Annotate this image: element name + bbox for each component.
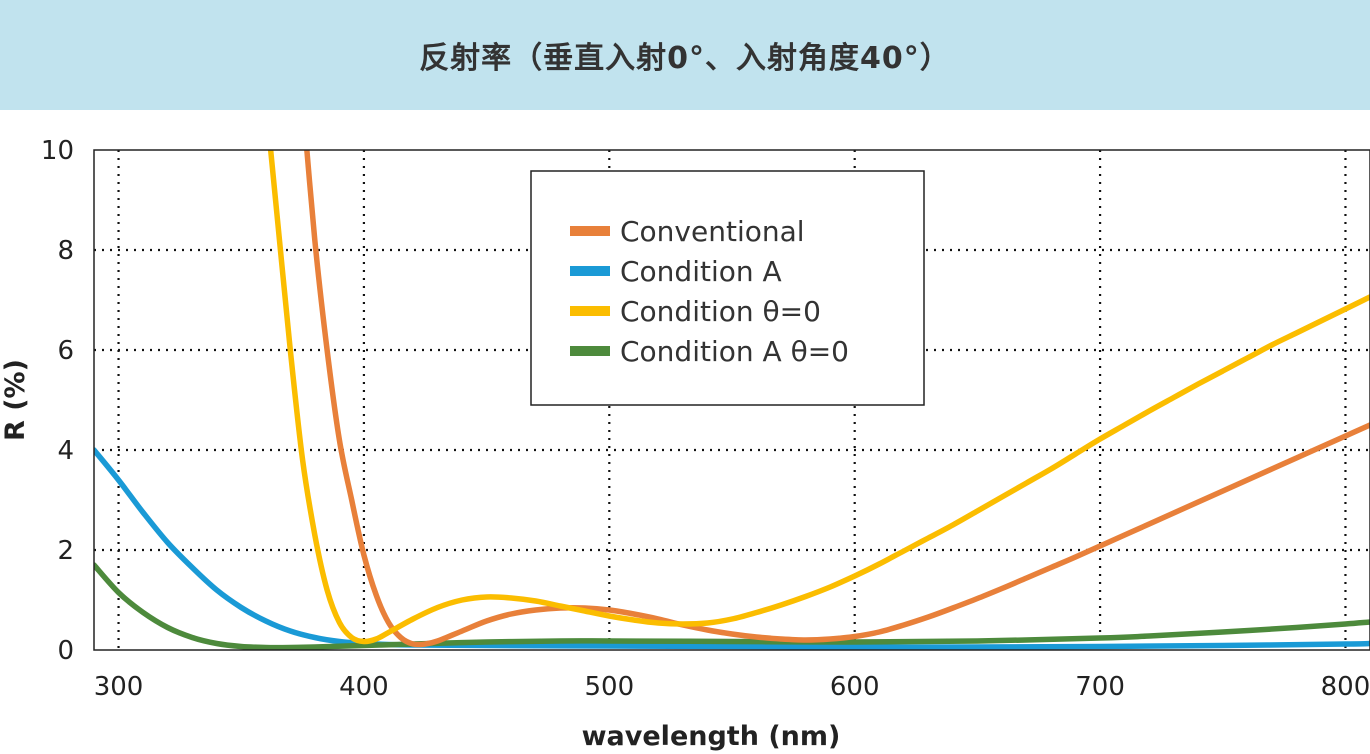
x-tick-labels: 300 400 500 600 700 800 [94, 672, 1370, 702]
y-tick-label: 10 [41, 136, 74, 166]
series-line-condition-a-0 [94, 562, 1370, 650]
series-line-condition-0 [267, 150, 1370, 645]
y-tick-labels: 0 2 4 6 8 10 [41, 136, 74, 666]
legend-swatch [570, 306, 610, 316]
x-tick-label: 500 [584, 672, 634, 702]
legend-swatch [570, 346, 610, 356]
legend-label: Condition A [620, 255, 782, 288]
y-axis-label: R (%) [0, 359, 31, 441]
x-axis-label: wavelength (nm) [582, 721, 841, 752]
y-tick-label: 4 [57, 436, 74, 466]
x-tick-label: 600 [830, 672, 880, 702]
chart-title: 反射率（垂直入射0°、入射角度40°） [419, 41, 951, 76]
plot-frame [93, 149, 1370, 651]
y-tick-label: 0 [57, 636, 74, 666]
chart-title-banner: 反射率（垂直入射0°、入射角度40°） [0, 0, 1370, 110]
series-lines [94, 150, 1370, 650]
y-tick-label: 6 [57, 336, 74, 366]
legend: Conventional Condition A Condition θ=0 Cond… [530, 170, 925, 406]
legend-box [530, 170, 925, 406]
x-tick-label: 800 [1321, 672, 1370, 702]
legend-label: Conventional [620, 215, 805, 248]
legend-label: Condition θ=0 [620, 295, 821, 328]
reflectance-chart: 300 400 500 600 700 800 0 2 4 6 8 10 wavelength (n… [0, 136, 1370, 752]
x-tick-label: 400 [339, 672, 389, 702]
legend-swatch [570, 226, 610, 236]
legend-swatch [570, 266, 610, 276]
y-tick-label: 8 [57, 236, 74, 266]
legend-label: Condition A θ=0 [620, 335, 849, 368]
y-tick-label: 2 [57, 536, 74, 566]
x-tick-label: 700 [1075, 672, 1125, 702]
x-tick-label: 300 [94, 672, 144, 702]
